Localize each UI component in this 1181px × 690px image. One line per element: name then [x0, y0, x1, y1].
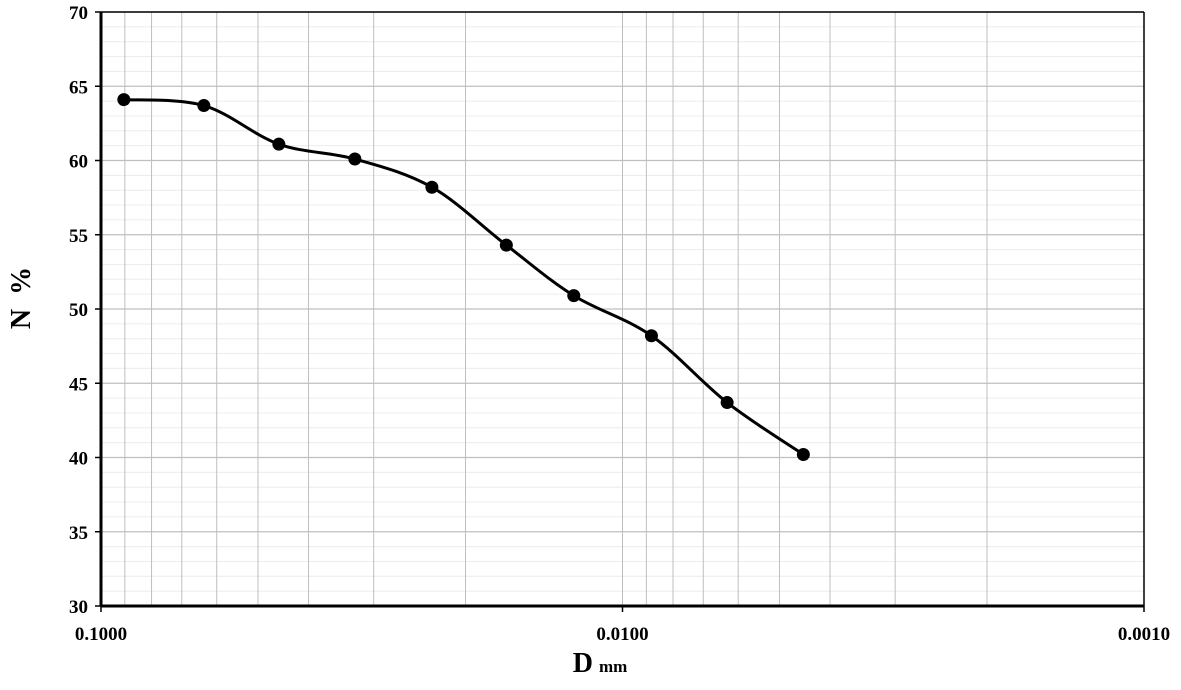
data-point: [117, 93, 131, 107]
y-tick-label: 40: [69, 449, 88, 470]
series-line: [123, 98, 805, 456]
x-tick-label: 0.1000: [75, 624, 127, 645]
y-axis-label: N %: [6, 267, 37, 329]
data-point: [425, 180, 439, 194]
data-point: [796, 448, 810, 462]
grid: [101, 11, 1144, 607]
y-tick-label: 35: [69, 523, 88, 544]
x-tick-label: 0.0100: [596, 624, 648, 645]
data-point: [644, 329, 658, 343]
x-tick-label: 0.0010: [1118, 624, 1170, 645]
data-point: [197, 99, 211, 113]
series: [117, 93, 810, 462]
y-tick-label: 70: [69, 3, 88, 24]
data-point: [348, 152, 362, 166]
y-tick-label: 30: [69, 597, 88, 618]
data-point: [499, 238, 513, 252]
y-tick-label: 45: [69, 374, 88, 395]
tick-labels: 30 35 40 45 50 55 60 65 70 0.1000 0.0100 0.0010: [69, 3, 1170, 645]
y-tick-label: 65: [69, 77, 88, 98]
data-point: [567, 289, 581, 303]
y-tick-label: 50: [69, 300, 88, 321]
data-point: [720, 396, 734, 410]
y-tick-label: 60: [69, 152, 88, 173]
axes: [95, 11, 1145, 612]
data-point: [272, 137, 286, 151]
y-tick-label: 55: [69, 226, 88, 247]
